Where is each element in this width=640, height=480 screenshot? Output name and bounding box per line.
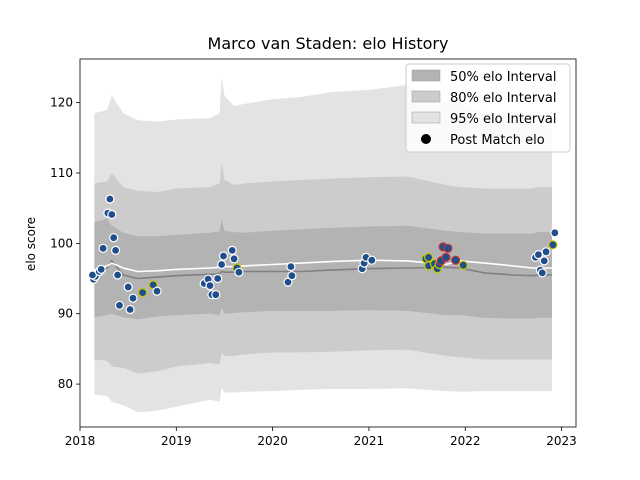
post-match-point <box>541 247 551 257</box>
post-match-point <box>109 233 119 243</box>
legend: 50% elo Interval 80% elo Interval 95% elo … <box>405 63 571 153</box>
axes: 2018 2019 2020 2021 2022 2023 80 90 100 110 120 <box>50 58 577 448</box>
post-match-point <box>451 255 461 265</box>
x-tick-label: 2021 <box>354 434 385 448</box>
legend-swatch <box>411 111 441 124</box>
post-match-point <box>114 300 125 310</box>
post-match-point <box>533 250 544 260</box>
post-match-point <box>234 267 244 277</box>
post-match-point <box>112 270 123 280</box>
legend-label: 50% elo Interval <box>450 70 557 85</box>
post-match-point <box>441 252 451 262</box>
post-match-point <box>537 268 547 278</box>
post-match-point <box>287 271 297 281</box>
post-match-point <box>152 286 162 296</box>
y-tick-label: 120 <box>50 96 73 110</box>
legend-swatch <box>411 90 441 103</box>
post-match-point <box>211 290 221 300</box>
x-tick-label: 2022 <box>450 434 481 448</box>
post-match-point <box>229 254 239 264</box>
post-match-point <box>286 262 296 272</box>
post-match-point <box>367 255 377 265</box>
post-match-point <box>550 228 560 238</box>
post-match-point <box>227 245 237 255</box>
post-match-point <box>443 243 453 253</box>
legend-label: 95% elo Interval <box>450 112 557 127</box>
legend-label: Post Match elo <box>450 133 545 148</box>
post-match-point <box>96 264 106 274</box>
post-match-point <box>105 194 115 204</box>
trend-lines <box>94 259 552 280</box>
y-tick-label: 80 <box>58 377 73 391</box>
post-match-point <box>107 209 117 220</box>
legend-box <box>405 63 571 153</box>
post-match-points <box>87 194 560 315</box>
post-match-point <box>539 256 549 266</box>
post-match-point <box>217 259 227 270</box>
post-match-point <box>218 251 229 261</box>
legend-swatch <box>411 69 441 82</box>
y-tick-label: 110 <box>50 166 73 180</box>
x-tick-label: 2023 <box>546 434 577 448</box>
post-match-point <box>205 281 215 291</box>
post-match-point <box>125 304 135 315</box>
legend-marker <box>421 134 431 144</box>
y-axis-label: elo score <box>24 217 38 271</box>
post-match-point <box>138 288 148 298</box>
x-tick-label: 2018 <box>65 434 96 448</box>
chart-title: Marco van Staden: elo History <box>208 34 449 53</box>
mean-line <box>94 259 552 273</box>
post-match-point <box>110 245 121 255</box>
y-tick-label: 100 <box>50 236 73 250</box>
post-match-point <box>424 252 434 262</box>
legend-label: 80% elo Interval <box>450 91 557 106</box>
x-tick-label: 2019 <box>161 434 192 448</box>
post-match-point <box>213 273 223 284</box>
median-line <box>94 259 552 280</box>
x-tick-label: 2020 <box>257 434 288 448</box>
y-tick-label: 90 <box>58 307 73 321</box>
post-match-point <box>548 240 558 250</box>
post-match-point <box>128 293 138 303</box>
post-match-point <box>123 282 133 292</box>
post-match-point <box>458 260 468 270</box>
post-match-point <box>98 243 108 253</box>
